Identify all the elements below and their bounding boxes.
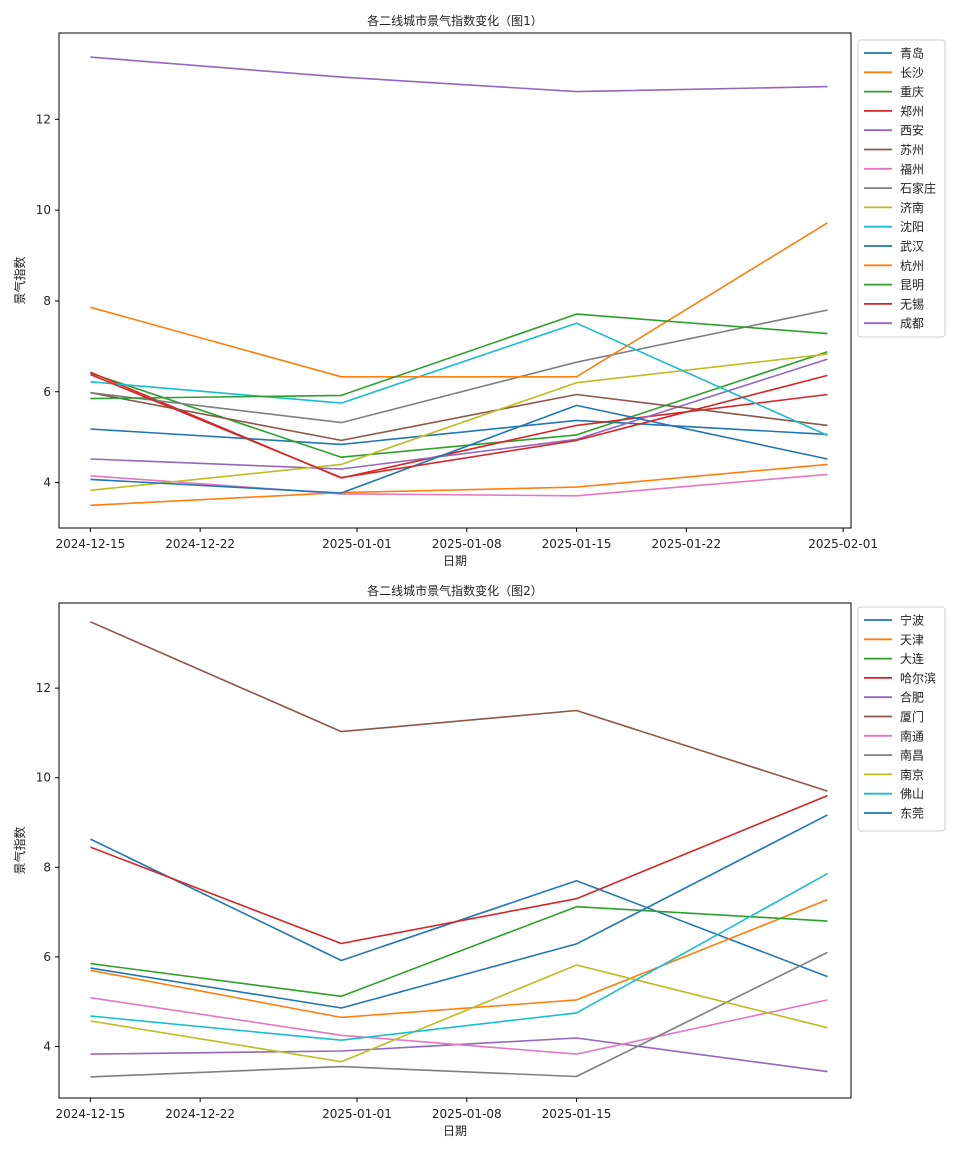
series-line-南昌 [90, 951, 828, 1078]
chart-2: 各二线城市景气指数变化（图2） 4 6 8 10 12 2024-12-15 2024-12-… [12, 583, 946, 1138]
y-tick-label: 6 [43, 950, 51, 964]
series-lines [90, 56, 828, 507]
legend-entry: 长沙 [900, 66, 924, 80]
legend-entry: 大连 [900, 651, 924, 666]
x-tick-label: 2025-01-15 [542, 537, 612, 551]
y-tick-label: 4 [43, 1039, 51, 1053]
series-lines [90, 621, 828, 1078]
y-tick-label: 12 [36, 681, 51, 695]
x-tick-label: 2024-12-22 [165, 537, 235, 551]
legend-entry: 苏州 [900, 143, 924, 157]
plot-area-frame [58, 602, 852, 1099]
x-tick-label: 2025-01-01 [322, 1107, 392, 1121]
series-line-济南 [90, 353, 828, 492]
series-line-沈阳 [90, 322, 828, 437]
x-tick-label: 2025-01-01 [322, 537, 392, 551]
series-line-哈尔滨 [90, 794, 828, 945]
y-tick-label: 4 [43, 476, 51, 490]
x-tick-label: 2025-01-15 [542, 1107, 612, 1121]
legend-entry: 南通 [900, 728, 924, 743]
series-line-石家庄 [90, 309, 828, 424]
chart-title: 各二线城市景气指数变化（图2） [367, 583, 543, 598]
legend-entry: 杭州 [900, 258, 924, 273]
legend-entry: 成都 [900, 317, 924, 331]
x-tick-label: 2025-01-22 [651, 537, 721, 551]
legend-entry: 昆明 [900, 278, 924, 292]
series-line-南通 [90, 996, 828, 1055]
legend-entry: 东莞 [900, 807, 924, 821]
series-line-无锡 [90, 373, 828, 479]
legend-entry: 宁波 [900, 613, 924, 628]
x-tick-label: 2025-01-08 [432, 1107, 502, 1121]
series-line-苏州 [90, 391, 828, 442]
series-line-昆明 [90, 313, 828, 400]
series-line-大连 [90, 905, 828, 998]
series-line-宁波 [90, 838, 828, 978]
legend-entry: 南昌 [900, 748, 924, 763]
x-tick-label: 2024-12-15 [55, 537, 125, 551]
y-tick-label: 6 [43, 385, 51, 399]
y-tick-label: 12 [36, 112, 51, 126]
legend-entry: 郑州 [900, 103, 924, 118]
legend-entry: 青岛 [900, 46, 924, 61]
series-line-东莞 [90, 814, 828, 1009]
legend-entry: 天津 [900, 633, 924, 647]
y-tick-label: 10 [36, 771, 51, 785]
legend-entry: 南京 [900, 767, 924, 782]
legend-entry: 济南 [900, 200, 924, 215]
legend-entry: 西安 [900, 123, 924, 138]
x-tick-label: 2025-02-01 [808, 537, 878, 551]
series-line-武汉 [90, 404, 828, 494]
y-axis-label: 景气指数 [12, 256, 27, 304]
series-line-天津 [90, 898, 828, 1019]
series-line-合肥 [90, 1037, 828, 1073]
series-line-重庆 [90, 351, 828, 459]
legend-entry: 厦门 [900, 709, 924, 724]
legend-entry: 重庆 [900, 85, 924, 99]
y-tick-label: 8 [43, 860, 51, 874]
x-tick-label: 2024-12-22 [165, 1107, 235, 1121]
y-tick-label: 8 [43, 294, 51, 308]
legend-entry: 石家庄 [900, 181, 936, 196]
legend-entry: 武汉 [900, 240, 924, 254]
legend-entry: 合肥 [900, 690, 924, 705]
y-axis-label: 景气指数 [12, 826, 27, 874]
series-line-佛山 [90, 872, 828, 1041]
legend-box [857, 39, 946, 338]
legend-entry: 沈阳 [900, 219, 924, 234]
x-tick-label: 2025-01-08 [432, 537, 502, 551]
series-line-厦门 [90, 621, 828, 792]
series-line-青岛 [90, 419, 828, 446]
series-line-成都 [90, 56, 828, 93]
legend-entry: 福州 [900, 161, 924, 176]
chart-1: 各二线城市景气指数变化（图1） 4 6 8 10 12 2024-12-15 2024-12-… [12, 13, 946, 568]
legend-entry: 哈尔滨 [900, 670, 936, 685]
series-line-杭州 [90, 222, 828, 378]
legend-entry: 无锡 [900, 296, 924, 311]
y-tick-label: 10 [36, 203, 51, 217]
x-tick-label: 2024-12-15 [55, 1107, 125, 1121]
series-line-西安 [90, 358, 828, 470]
x-axis-label: 日期 [443, 554, 467, 568]
chart-title: 各二线城市景气指数变化（图1） [367, 13, 543, 28]
legend-entry: 佛山 [900, 787, 924, 801]
x-axis-label: 日期 [443, 1124, 467, 1138]
plot-area-frame [58, 32, 852, 529]
series-line-福州 [90, 473, 828, 497]
series-line-长沙 [90, 463, 828, 507]
series-line-南京 [90, 964, 828, 1063]
